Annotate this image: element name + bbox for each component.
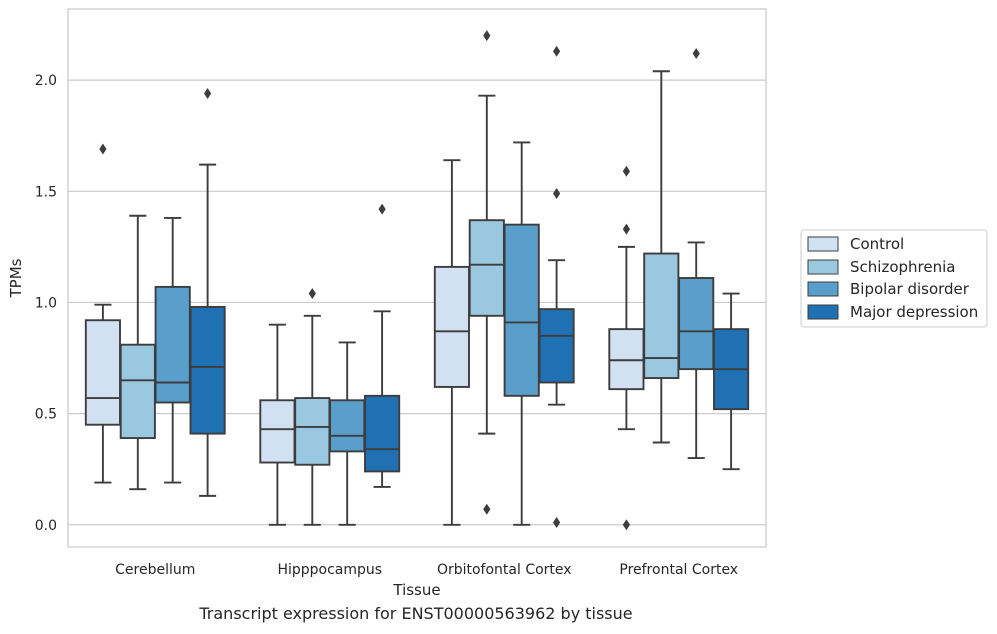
box-iqr bbox=[364, 394, 401, 473]
box-iqr bbox=[189, 305, 226, 435]
legend-label-major-depression: Major depression bbox=[850, 303, 978, 321]
legend-label-control: Control bbox=[850, 235, 904, 253]
box-iqr bbox=[294, 397, 331, 466]
box-prefrontal-cortex-control bbox=[608, 165, 645, 531]
x-tick-label: Orbitofontal Cortex bbox=[437, 562, 572, 578]
box-cerebellum-control bbox=[84, 143, 121, 484]
figure-caption: Transcript expression for ENST0000056396… bbox=[199, 604, 633, 623]
legend-frame bbox=[800, 229, 988, 328]
y-axis-ticks: 0.0 0.5 1.0 1.5 2.0 bbox=[35, 73, 57, 534]
box-cerebellum-bipolar-disorder bbox=[154, 217, 191, 484]
box-iqr bbox=[678, 277, 715, 371]
outlier-marker bbox=[622, 165, 630, 177]
y-tick-label: 0.0 bbox=[35, 518, 57, 534]
legend: Control Schizophrenia Bipolar disorder M… bbox=[800, 229, 988, 328]
x-axis-ticks: Cerebellum Hipppocampus Orbitofontal Corte… bbox=[115, 562, 738, 578]
box-prefrontal-cortex-major-depression bbox=[713, 292, 750, 471]
box-orbitofontal-cortex-bipolar-disorder bbox=[503, 141, 540, 526]
legend-swatch-bipolar-disorder bbox=[807, 281, 839, 297]
box-iqr bbox=[119, 343, 156, 440]
x-axis-label: Tissue bbox=[392, 581, 440, 599]
box-prefrontal-cortex-schizophrenia bbox=[643, 70, 680, 444]
x-tick-label: Prefrontal Cortex bbox=[619, 562, 738, 578]
box-groups bbox=[84, 30, 750, 531]
box-iqr bbox=[433, 265, 470, 388]
box-iqr bbox=[643, 252, 680, 379]
y-axis-label: TPMs bbox=[7, 258, 25, 298]
outlier-marker bbox=[483, 503, 491, 515]
x-tick-label: Cerebellum bbox=[115, 562, 195, 578]
box-iqr bbox=[468, 219, 505, 317]
y-tick-label: 1.5 bbox=[35, 184, 57, 200]
box-iqr bbox=[538, 308, 575, 384]
outlier-marker bbox=[622, 223, 630, 235]
y-tick-label: 0.5 bbox=[35, 407, 57, 423]
outlier-marker bbox=[622, 519, 630, 531]
legend-label-schizophrenia: Schizophrenia bbox=[850, 258, 955, 276]
box-iqr bbox=[154, 285, 191, 404]
outlier-marker bbox=[308, 288, 316, 300]
box-orbitofontal-cortex-control bbox=[433, 159, 470, 526]
outlier-marker bbox=[553, 188, 561, 200]
outlier-marker bbox=[204, 87, 212, 99]
box-cerebellum-schizophrenia bbox=[119, 214, 156, 491]
y-tick-label: 2.0 bbox=[35, 73, 57, 89]
outlier-marker bbox=[483, 30, 491, 42]
box-cerebellum-major-depression bbox=[189, 87, 226, 497]
box-orbitofontal-cortex-major-depression bbox=[538, 45, 575, 529]
box-orbitofontal-cortex-schizophrenia bbox=[468, 30, 505, 515]
box-iqr bbox=[503, 223, 540, 397]
legend-label-bipolar-disorder: Bipolar disorder bbox=[850, 280, 970, 298]
y-tick-label: 1.0 bbox=[35, 295, 57, 311]
legend-swatch-major-depression bbox=[807, 304, 839, 320]
x-tick-label: Hipppocampus bbox=[277, 562, 382, 578]
outlier-marker bbox=[553, 45, 561, 57]
box-hipppocampus-schizophrenia bbox=[294, 288, 331, 526]
outlier-marker bbox=[553, 517, 561, 529]
legend-swatch-control bbox=[807, 236, 839, 252]
box-prefrontal-cortex-bipolar-disorder bbox=[678, 47, 715, 460]
box-iqr bbox=[608, 328, 645, 391]
outlier-marker bbox=[692, 47, 700, 59]
box-iqr bbox=[84, 319, 121, 426]
outlier-marker bbox=[378, 203, 386, 215]
legend-swatch-schizophrenia bbox=[807, 259, 839, 275]
box-iqr bbox=[259, 399, 296, 464]
box-hipppocampus-major-depression bbox=[364, 203, 401, 488]
box-iqr bbox=[329, 399, 366, 453]
outlier-marker bbox=[99, 143, 107, 155]
